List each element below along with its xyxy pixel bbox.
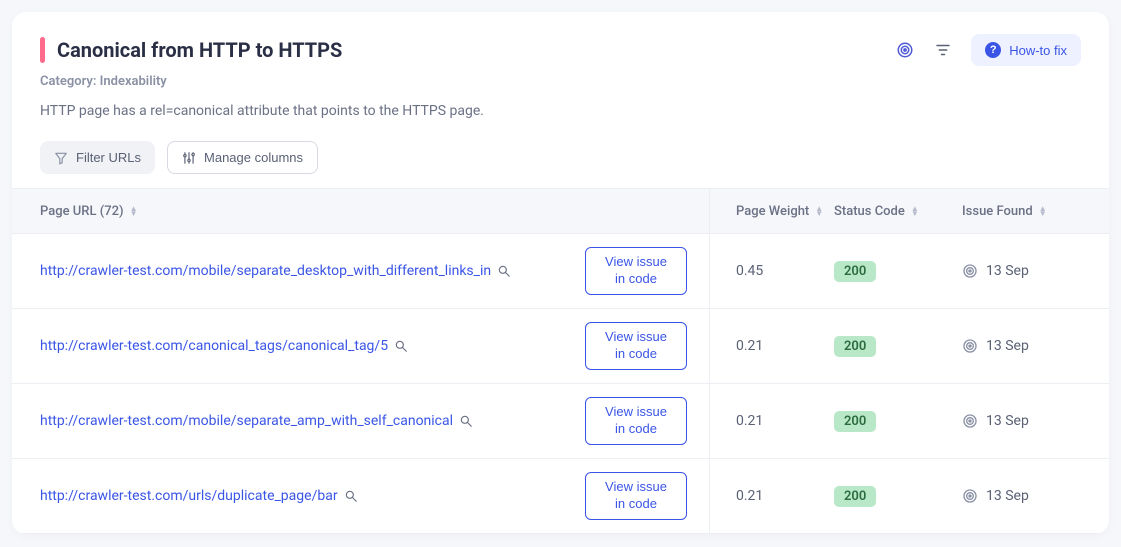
url-cell: http://crawler-test.com/mobile/separate_… (40, 384, 710, 458)
target-icon (962, 338, 978, 354)
status-badge: 200 (834, 336, 876, 357)
sort-icon[interactable] (933, 40, 953, 60)
page-url-link[interactable]: http://crawler-test.com/mobile/separate_… (40, 413, 473, 429)
status-cell: 200 (834, 261, 962, 282)
target-icon (962, 263, 978, 279)
issue-date-cell: 13 Sep (962, 263, 1081, 279)
table-row: http://crawler-test.com/mobile/separate_… (12, 384, 1109, 459)
page-weight-value: 0.21 (710, 338, 834, 354)
url-cell: http://crawler-test.com/canonical_tags/c… (40, 309, 710, 383)
url-cell: http://crawler-test.com/mobile/separate_… (40, 234, 710, 308)
issue-date: 13 Sep (986, 488, 1029, 504)
table-row: http://crawler-test.com/canonical_tags/c… (12, 309, 1109, 384)
card-header: Canonical from HTTP to HTTPS ? How-to fi… (12, 12, 1109, 119)
view-issue-button[interactable]: View issue in code (585, 322, 687, 370)
page-weight-value: 0.21 (710, 413, 834, 429)
status-cell: 200 (834, 411, 962, 432)
page-url-link[interactable]: http://crawler-test.com/mobile/separate_… (40, 263, 511, 279)
url-text: http://crawler-test.com/canonical_tags/c… (40, 338, 388, 354)
severity-indicator (40, 37, 45, 63)
col-weight-label: Page Weight (736, 204, 809, 219)
col-url-label: Page URL (40, 204, 97, 219)
page-url-link[interactable]: http://crawler-test.com/urls/duplicate_p… (40, 488, 358, 504)
category-line: Category: Indexability (40, 74, 1081, 89)
target-icon (962, 413, 978, 429)
page-url-link[interactable]: http://crawler-test.com/canonical_tags/c… (40, 338, 408, 354)
sort-arrows-icon: ▲▼ (130, 206, 138, 216)
col-header-url[interactable]: Page URL (72) ▲▼ (40, 189, 710, 233)
page-weight-value: 0.21 (710, 488, 834, 504)
issue-description: HTTP page has a rel=canonical attribute … (40, 103, 1081, 119)
issue-date-cell: 13 Sep (962, 413, 1081, 429)
issue-date-cell: 13 Sep (962, 338, 1081, 354)
issue-date-cell: 13 Sep (962, 488, 1081, 504)
howto-label: How-to fix (1009, 43, 1067, 58)
target-icon[interactable] (895, 40, 915, 60)
magnifier-icon[interactable] (394, 339, 408, 353)
issue-date: 13 Sep (986, 263, 1029, 279)
table-body: http://crawler-test.com/mobile/separate_… (12, 234, 1109, 534)
filter-urls-button[interactable]: Filter URLs (40, 141, 155, 174)
sort-arrows-icon: ▲▼ (911, 206, 919, 216)
issue-title: Canonical from HTTP to HTTPS (57, 38, 342, 62)
title-row: Canonical from HTTP to HTTPS ? How-to fi… (40, 34, 1081, 66)
table-row: http://crawler-test.com/urls/duplicate_p… (12, 459, 1109, 534)
sliders-icon (182, 151, 196, 165)
issue-card: Canonical from HTTP to HTTPS ? How-to fi… (12, 12, 1109, 534)
target-icon (962, 488, 978, 504)
col-header-status[interactable]: Status Code ▲▼ (834, 204, 962, 219)
status-cell: 200 (834, 336, 962, 357)
col-header-date[interactable]: Issue Found ▲▼ (962, 204, 1081, 219)
sort-arrows-icon: ▲▼ (1039, 206, 1047, 216)
status-badge: 200 (834, 411, 876, 432)
category-label: Category: (40, 74, 96, 89)
toolbar: Filter URLs Manage columns (12, 119, 1109, 188)
status-cell: 200 (834, 486, 962, 507)
title-left: Canonical from HTTP to HTTPS (40, 37, 342, 63)
col-url-count: 72 (104, 204, 119, 219)
view-issue-button[interactable]: View issue in code (585, 472, 687, 520)
table-header: Page URL (72) ▲▼ Page Weight ▲▼ Status C… (12, 188, 1109, 234)
howto-fix-button[interactable]: ? How-to fix (971, 34, 1081, 66)
funnel-icon (54, 151, 68, 165)
results-table: Page URL (72) ▲▼ Page Weight ▲▼ Status C… (12, 188, 1109, 534)
status-badge: 200 (834, 261, 876, 282)
category-value: Indexability (100, 74, 167, 89)
manage-columns-button[interactable]: Manage columns (167, 141, 318, 174)
status-badge: 200 (834, 486, 876, 507)
col-status-label: Status Code (834, 204, 905, 219)
magnifier-icon[interactable] (459, 414, 473, 428)
issue-date: 13 Sep (986, 413, 1029, 429)
filter-label: Filter URLs (76, 150, 141, 165)
table-row: http://crawler-test.com/mobile/separate_… (12, 234, 1109, 309)
issue-date: 13 Sep (986, 338, 1029, 354)
col-header-weight[interactable]: Page Weight ▲▼ (710, 204, 834, 219)
magnifier-icon[interactable] (344, 489, 358, 503)
url-cell: http://crawler-test.com/urls/duplicate_p… (40, 459, 710, 533)
magnifier-icon[interactable] (497, 264, 511, 278)
view-issue-button[interactable]: View issue in code (585, 397, 687, 445)
col-date-label: Issue Found (962, 204, 1033, 219)
title-actions: ? How-to fix (895, 34, 1081, 66)
question-icon: ? (985, 42, 1001, 58)
manage-label: Manage columns (204, 150, 303, 165)
url-text: http://crawler-test.com/mobile/separate_… (40, 413, 453, 429)
sort-arrows-icon: ▲▼ (815, 206, 823, 216)
url-text: http://crawler-test.com/urls/duplicate_p… (40, 488, 338, 504)
view-issue-button[interactable]: View issue in code (585, 247, 687, 295)
page-weight-value: 0.45 (710, 263, 834, 279)
url-text: http://crawler-test.com/mobile/separate_… (40, 263, 491, 279)
